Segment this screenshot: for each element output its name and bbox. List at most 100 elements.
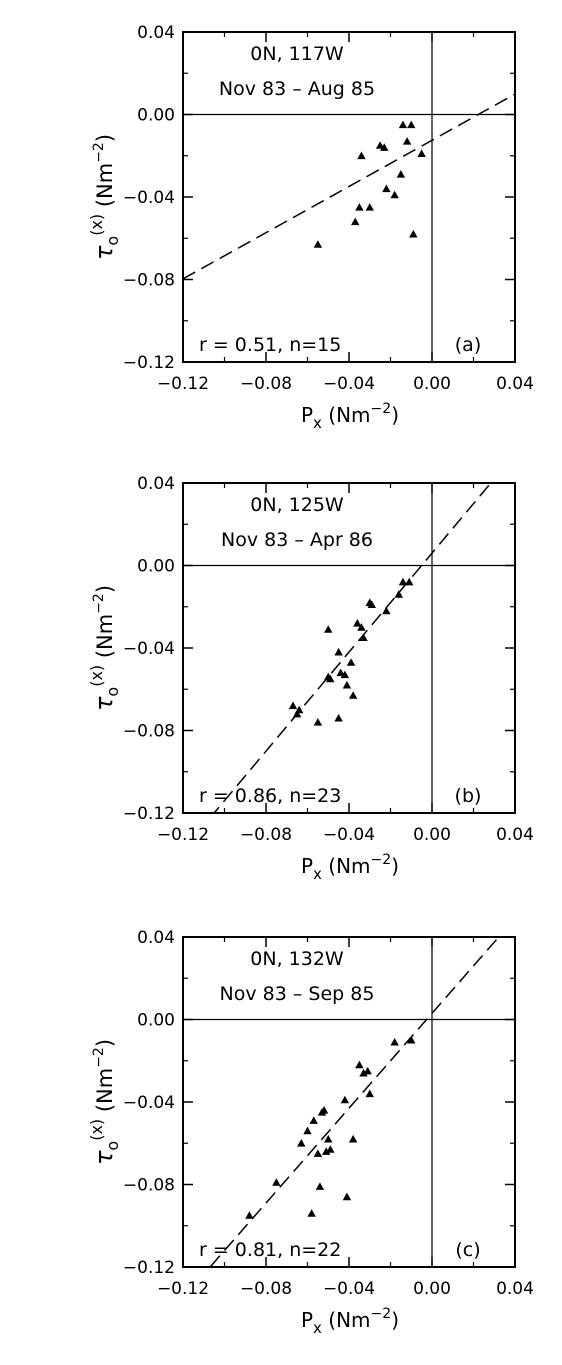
- data-point: [324, 625, 333, 633]
- y-tick-label: 0.00: [137, 106, 175, 126]
- data-point: [396, 170, 406, 178]
- data-point: [407, 1035, 416, 1044]
- data-point: [407, 120, 416, 129]
- y-axis-superscript: (x): [87, 1119, 106, 1141]
- regression-line: [213, 483, 492, 813]
- x-axis-unit: (Nm: [322, 854, 371, 878]
- y-tick-label: −0.08: [123, 1176, 175, 1196]
- chart-panel-c: −0.12−0.12 −0.08 −0.08 −0.04 −0.04 0.00 0.00 0.…: [87, 928, 534, 1337]
- data-point: [292, 709, 302, 718]
- x-axis-label: Px (Nm−2): [301, 401, 399, 432]
- y-tick-label: 0.00: [137, 557, 175, 577]
- data-point: [394, 590, 403, 598]
- x-tick-label: −0.04: [323, 1279, 375, 1299]
- y-axis-symbol: τ: [90, 696, 118, 711]
- data-point: [295, 705, 304, 714]
- x-axis-symbol: P: [301, 854, 313, 878]
- y-axis-label: τo(x) (Nm−2): [87, 134, 122, 260]
- data-point: [417, 149, 426, 158]
- y-axis-subscript: o: [103, 687, 122, 697]
- y-axis-unit-close: ): [93, 134, 117, 142]
- plot-frame: [182, 936, 516, 1268]
- data-point: [404, 577, 414, 586]
- y-axis-superscript: (x): [87, 214, 106, 236]
- y-axis-exponent: −2: [91, 142, 107, 163]
- x-tick-label: −0.08: [240, 1279, 292, 1299]
- x-tick-label: 0.04: [496, 374, 534, 394]
- data-point: [359, 633, 368, 642]
- x-tick-label: −0.04: [323, 825, 375, 845]
- data-point: [398, 577, 408, 586]
- y-tick-label: −0.04: [123, 1093, 175, 1113]
- y-tick-label: −0.12: [123, 804, 175, 824]
- data-point: [313, 1149, 323, 1157]
- y-axis-unit: (Nm: [93, 614, 117, 665]
- data-point: [313, 240, 323, 248]
- x-tick-label: −0.08: [240, 825, 292, 845]
- data-point: [382, 184, 391, 193]
- data-point: [357, 623, 366, 631]
- x-tick-label: 0.04: [496, 825, 534, 845]
- data-point: [357, 151, 366, 160]
- panel-stats: r = 0.51, n=15: [199, 334, 341, 356]
- data-point: [382, 606, 391, 615]
- regression-line: [209, 937, 500, 1267]
- data-point: [315, 1182, 325, 1190]
- y-tick-label: −0.04: [123, 639, 175, 659]
- y-tick-label: 0.04: [137, 928, 175, 948]
- data-point: [336, 668, 345, 677]
- data-point: [245, 1211, 254, 1219]
- y-axis-symbol: τ: [90, 1150, 118, 1165]
- data-point: [288, 701, 298, 710]
- x-axis-exponent: −2: [371, 852, 392, 868]
- y-tick-label: −0.08: [123, 271, 175, 291]
- data-point: [321, 1147, 331, 1155]
- x-axis-label: Px (Nm−2): [301, 1306, 399, 1337]
- x-axis-subscript: x: [313, 414, 322, 432]
- data-point: [353, 619, 362, 627]
- panel-title: 0N, 132W: [250, 948, 344, 970]
- x-axis-unit: (Nm: [322, 403, 371, 427]
- data-point: [297, 1139, 306, 1147]
- x-tick-label: 0.00: [413, 1279, 451, 1299]
- chart-panel-b: −0.12−0.12 −0.08 −0.08 −0.04 −0.04 0.00 0.00 0.…: [87, 474, 534, 883]
- data-point: [398, 120, 408, 129]
- y-tick-label: 0.04: [137, 23, 175, 43]
- data-point: [313, 718, 323, 726]
- data-point: [307, 1209, 316, 1217]
- x-tick-label: 0.04: [496, 1279, 534, 1299]
- x-axis-unit-close: ): [391, 1308, 399, 1332]
- x-tick-label: −0.12: [157, 374, 209, 394]
- panel-subtitle: Nov 83 – Aug 85: [219, 78, 375, 100]
- x-tick-label: −0.12: [157, 825, 209, 845]
- panel-label: (a): [455, 334, 481, 356]
- x-tick-label: −0.12: [157, 1279, 209, 1299]
- y-axis-unit-close: ): [93, 1039, 117, 1047]
- y-tick-label: −0.12: [123, 353, 175, 373]
- x-tick-label: −0.08: [240, 374, 292, 394]
- data-point: [326, 1145, 335, 1153]
- data-point: [390, 1037, 399, 1046]
- y-tick-label: −0.04: [123, 188, 175, 208]
- x-tick-label: 0.00: [413, 825, 451, 845]
- data-point: [342, 680, 352, 689]
- y-tick-label: −0.12: [123, 1258, 175, 1278]
- panel-stats: r = 0.81, n=22: [199, 1239, 341, 1261]
- x-axis-subscript: x: [313, 1319, 322, 1337]
- y-axis-subscript: o: [103, 1141, 122, 1151]
- x-axis-subscript: x: [313, 865, 322, 883]
- y-axis-symbol: τ: [90, 245, 118, 260]
- data-point: [363, 1066, 372, 1075]
- x-axis-label: Px (Nm−2): [301, 852, 399, 883]
- y-tick-label: 0.04: [137, 474, 175, 494]
- data-point: [326, 674, 335, 683]
- y-axis-unit: (Nm: [93, 163, 117, 214]
- data-point: [380, 143, 389, 151]
- y-axis-exponent: −2: [91, 1047, 107, 1068]
- x-axis-exponent: −2: [371, 1306, 392, 1322]
- y-axis-unit-close: ): [93, 585, 117, 593]
- y-tick-label: −0.08: [123, 722, 175, 742]
- data-point: [365, 1089, 374, 1098]
- data-point: [334, 647, 343, 656]
